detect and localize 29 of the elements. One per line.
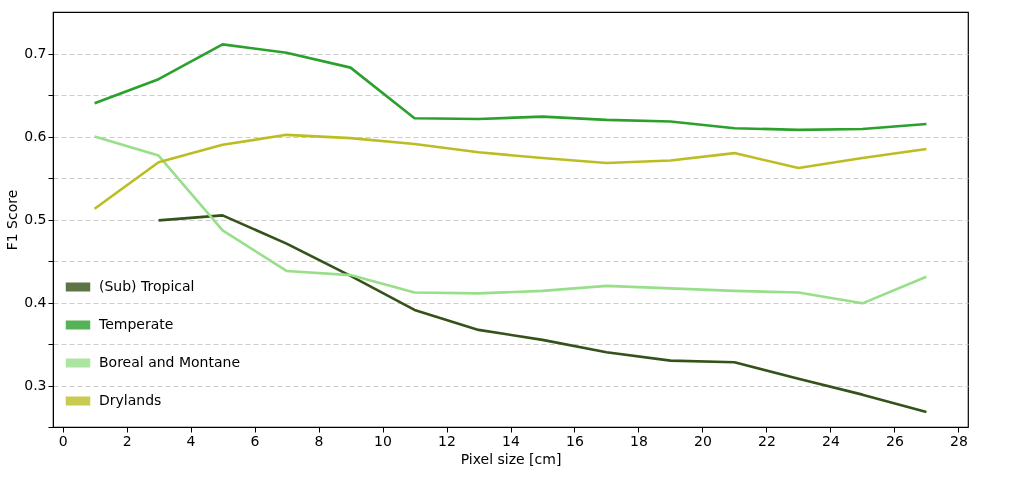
x-tick-label: 10 — [374, 432, 392, 449]
x-tick-label: 12 — [438, 432, 456, 449]
line-series — [93, 133, 928, 211]
legend-label: Drylands — [99, 392, 162, 408]
x-tick-label: 18 — [630, 432, 648, 449]
legend-label: Boreal and Montane — [99, 354, 241, 370]
line-series — [93, 43, 928, 132]
x-tick-label: 26 — [886, 432, 904, 449]
x-tick-label: 8 — [314, 432, 324, 449]
x-tick-label: 6 — [250, 432, 260, 449]
x-tick-label: 20 — [694, 432, 712, 449]
y-tick-label: 0.3 — [24, 377, 47, 393]
y-tick-label: 0.5 — [24, 211, 47, 227]
x-axis-title: Pixel size [cm] — [460, 450, 562, 467]
x-tick-label: 2 — [122, 432, 132, 449]
y-tick-label: 0.7 — [24, 45, 47, 61]
legend-label: Temperate — [98, 316, 174, 332]
y-tick-label: 0.4 — [24, 294, 47, 310]
x-tick-label: 14 — [502, 432, 520, 449]
legend-label: (Sub) Tropical — [99, 278, 195, 294]
y-tick-label: 0.6 — [24, 128, 47, 144]
x-tick-label: 16 — [566, 432, 584, 449]
x-tick-label: 28 — [949, 432, 968, 449]
x-tick-label: 22 — [758, 432, 776, 449]
x-tick-label: 0 — [58, 432, 68, 449]
y-axis-title: F1 Score — [4, 189, 21, 251]
x-tick-label: 4 — [186, 432, 196, 449]
x-tick-label: 24 — [822, 432, 840, 449]
line-series — [93, 135, 928, 305]
